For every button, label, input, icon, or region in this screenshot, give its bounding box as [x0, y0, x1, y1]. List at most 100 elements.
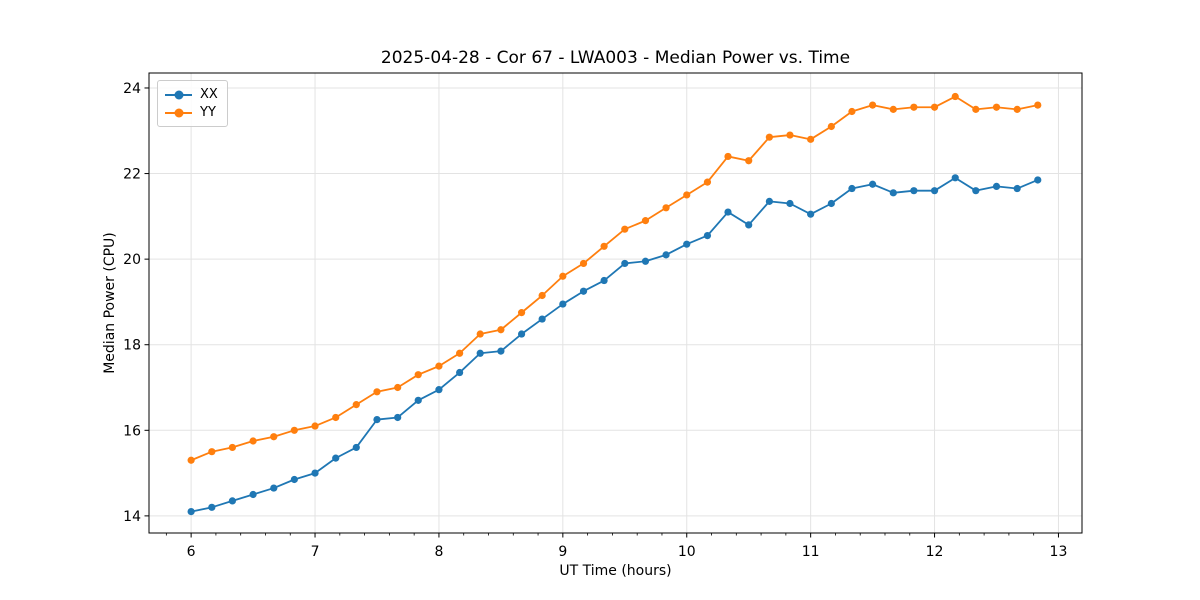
series-xx-marker — [703, 232, 712, 240]
series-xx-marker — [600, 276, 608, 285]
series-yy-marker — [848, 107, 856, 116]
series-yy-marker — [765, 133, 773, 141]
series-xx-marker — [270, 484, 278, 492]
series-yy-marker — [187, 456, 195, 464]
series-xx-marker — [869, 180, 877, 188]
series-xx-marker — [456, 368, 464, 377]
series-xx-marker — [414, 396, 422, 404]
series-yy-marker — [683, 191, 691, 199]
series-yy-marker — [827, 122, 835, 131]
series-yy-marker — [745, 157, 753, 165]
x-axis-label: UT Time (hours) — [559, 563, 672, 579]
legend-line-marker-xx-icon — [165, 90, 192, 99]
series-xx-marker — [807, 210, 815, 218]
y-tick-label: 22 — [123, 167, 141, 183]
series-yy-marker — [435, 362, 443, 370]
series-yy-marker — [497, 326, 505, 334]
series-yy-marker — [786, 131, 794, 139]
series-xx-marker — [889, 189, 897, 197]
x-tick-label: 6 — [187, 544, 196, 560]
series-xx-marker — [992, 182, 1001, 190]
series-yy-marker — [1013, 105, 1021, 113]
series-xx-marker — [538, 315, 546, 323]
series-xx-marker — [786, 199, 794, 208]
series-xx-marker — [373, 416, 381, 424]
series-xx-marker — [765, 197, 773, 205]
series-xx-marker — [394, 413, 402, 422]
series-yy-marker — [910, 103, 918, 111]
legend: XX YY — [157, 80, 228, 127]
series-xx-marker — [621, 259, 629, 268]
series-yy-marker — [807, 135, 815, 143]
y-tick-label: 14 — [123, 509, 141, 525]
y-tick-label: 18 — [123, 338, 141, 354]
series-yy-marker — [414, 371, 422, 379]
series-xx-marker — [641, 257, 650, 265]
y-axis-label: Median Power (CPU) — [102, 232, 118, 374]
series-yy-marker — [930, 103, 939, 111]
series-yy-marker — [724, 152, 732, 161]
series-yy-marker — [290, 426, 298, 434]
series-xx-marker — [332, 454, 340, 462]
series-xx-marker — [517, 330, 526, 338]
series-yy-marker — [394, 383, 402, 392]
series-yy-marker — [621, 225, 629, 233]
legend-label-yy: YY — [200, 105, 216, 120]
series-xx-marker — [683, 240, 691, 248]
series-yy-marker — [559, 272, 567, 280]
series-yy-marker — [352, 401, 360, 409]
series-xx-marker — [228, 497, 236, 505]
series-xx-marker — [827, 199, 835, 208]
series-xx-marker — [579, 287, 588, 295]
series-xx-marker — [951, 174, 959, 182]
series-yy-marker — [972, 105, 980, 113]
chart-title: 2025-04-28 - Cor 67 - LWA003 - Median Po… — [380, 48, 851, 68]
series-xx-marker — [352, 443, 360, 452]
series-yy-marker — [703, 178, 712, 186]
x-tick-label: 9 — [558, 544, 567, 560]
series-xx-marker — [910, 187, 918, 195]
series-xx-marker — [662, 251, 670, 259]
series-xx-marker — [745, 221, 753, 229]
series-xx-marker — [208, 503, 216, 511]
x-tick-label: 8 — [434, 544, 443, 560]
x-tick-label: 7 — [311, 544, 320, 560]
series-yy-line — [190, 95, 1038, 462]
series-yy-marker — [579, 259, 588, 268]
y-tick-label: 16 — [123, 423, 141, 439]
series-xx-marker — [559, 300, 567, 308]
series-xx-marker — [311, 469, 319, 477]
series-yy-marker — [992, 103, 1001, 111]
series-yy-marker — [662, 204, 670, 212]
series-yy-marker — [517, 309, 526, 317]
series-yy-marker — [889, 105, 897, 113]
series-xx-marker — [1013, 184, 1021, 193]
y-tick-label: 20 — [123, 252, 141, 268]
series-yy-marker — [476, 330, 484, 338]
series-yy-marker — [641, 217, 650, 225]
series-yy-marker — [270, 433, 278, 441]
y-tick-label: 24 — [123, 81, 141, 97]
legend-line-marker-yy-icon — [165, 108, 192, 117]
series-xx-marker — [249, 490, 257, 499]
series-xx-marker — [724, 208, 732, 216]
series-yy-marker — [1034, 101, 1042, 109]
series-xx-marker — [290, 475, 298, 484]
series-xx-marker — [187, 508, 195, 516]
series-xx-marker — [972, 187, 980, 195]
series-yy-marker — [228, 443, 236, 452]
series-xx-marker — [476, 349, 484, 357]
series-xx-marker — [848, 184, 856, 193]
x-tick-label: 13 — [1050, 544, 1068, 560]
legend-label-xx: XX — [200, 87, 218, 102]
x-tick-label: 10 — [678, 544, 696, 560]
series-xx-marker — [1034, 176, 1042, 184]
series-yy-marker — [373, 388, 381, 396]
series-yy-marker — [538, 291, 546, 300]
plot-border — [148, 72, 1083, 534]
series-yy-marker — [208, 448, 216, 456]
x-tick-label: 12 — [926, 544, 944, 560]
series-yy-marker — [311, 422, 319, 430]
series-yy-marker — [332, 413, 340, 422]
